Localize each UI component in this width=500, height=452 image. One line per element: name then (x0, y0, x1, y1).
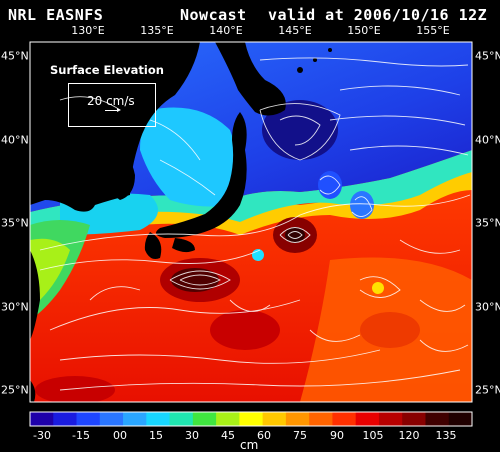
colorbar-swatch (76, 412, 101, 426)
lat-label-right: 40°N (475, 133, 500, 147)
colorbar-swatch (402, 412, 426, 426)
lon-label: 140°E (209, 24, 243, 37)
product-label: Nowcast (180, 6, 247, 24)
lat-label-left: 25°N (1, 383, 29, 397)
model-title: NRL EASNFS (8, 6, 104, 24)
lat-label-left: 45°N (1, 49, 29, 63)
colorbar-tick-label: 105 (362, 429, 384, 442)
lon-label: 130°E (71, 24, 105, 37)
lon-label: 155°E (416, 24, 450, 37)
colorbar-swatch (425, 412, 450, 426)
colorbar-tick-label: 60 (257, 429, 271, 442)
arrow-right-icon (105, 108, 121, 112)
colorbar-swatch (378, 412, 403, 426)
colorbar-swatch (285, 412, 310, 426)
colorbar-swatch (146, 412, 171, 426)
colorbar-swatch (30, 412, 54, 426)
colorbar-tick-label: 90 (330, 429, 344, 442)
lat-label-left: 40°N (1, 133, 29, 147)
lon-label: 135°E (140, 24, 174, 37)
colorbar-swatch (99, 412, 124, 426)
sea-surface-field (30, 42, 472, 402)
colorbar-tick-label: -15 (72, 429, 90, 442)
lat-label-right: 25°N (475, 383, 500, 397)
colorbar-swatch (332, 412, 357, 426)
colorbar-swatch (448, 412, 473, 426)
colorbar-swatch (262, 412, 287, 426)
colorbar-unit: cm (240, 438, 259, 452)
lat-label-left: 35°N (1, 216, 29, 230)
colorbar-swatch (309, 412, 333, 426)
colorbar-frame (29, 411, 473, 427)
colorbar-swatch (192, 412, 217, 426)
lat-label-right: 45°N (475, 49, 500, 63)
colorbar-tick-label: 30 (185, 429, 199, 442)
lat-label-right: 35°N (475, 216, 500, 230)
colorbar-tick-label: 15 (149, 429, 163, 442)
colorbar-swatch (239, 412, 264, 426)
lat-label-right: 30°N (475, 300, 500, 314)
lat-label-left: 30°N (1, 300, 29, 314)
map-frame (29, 41, 473, 403)
colorbar-tick-label: 75 (293, 429, 307, 442)
colorbar-swatch (169, 412, 194, 426)
current-vectors (39, 57, 471, 391)
colorbar-tick-label: -30 (33, 429, 51, 442)
colorbar (29, 411, 473, 427)
legend-title: Surface Elevation (50, 63, 164, 77)
colorbar-swatch (53, 412, 78, 426)
colorbar-tick-label: 135 (435, 429, 457, 442)
colorbar-swatch (123, 412, 147, 426)
colorbar-swatch (216, 412, 240, 426)
lon-label: 145°E (278, 24, 312, 37)
speed-legend-box: 20 cm/s (68, 83, 156, 127)
colorbar-swatch (355, 412, 380, 426)
colorbar-tick-label: 45 (221, 429, 235, 442)
speed-legend-label: 20 cm/s (87, 94, 135, 108)
valid-time: valid at 2006/10/16 12Z (268, 6, 488, 24)
lon-label: 150°E (347, 24, 381, 37)
colorbar-tick-label: 00 (113, 429, 127, 442)
colorbar-tick-label: 120 (398, 429, 420, 442)
